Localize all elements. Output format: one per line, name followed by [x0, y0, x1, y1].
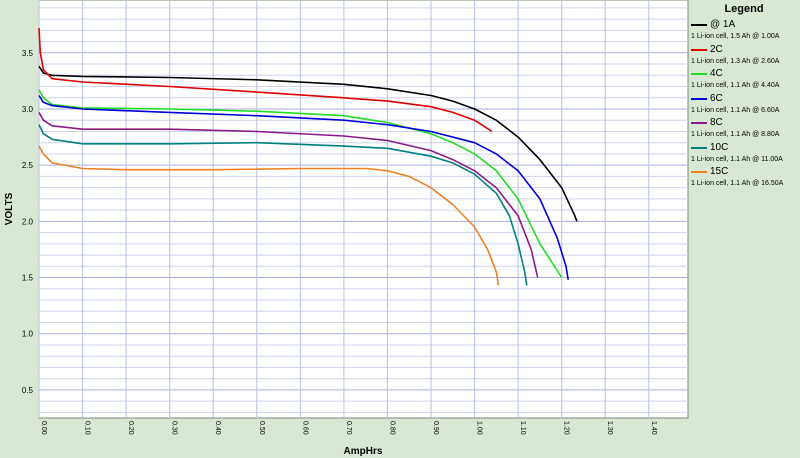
x-tick-label: 0.50: [258, 421, 265, 435]
legend-item-0: @ 1A 1 Li-ion cell, 1.5 Ah @ 1.00A: [688, 18, 800, 42]
y-tick-label: 3.0: [22, 105, 34, 114]
legend-item-2: 4C 1 Li-ion cell, 1.1 Ah @ 4.40A: [688, 67, 800, 91]
y-tick-label: 1.0: [22, 330, 34, 339]
legend-item-5: 10C 1 Li-ion cell, 1.1 Ah @ 11.00A: [688, 141, 800, 165]
legend-label: 10C: [710, 141, 729, 153]
legend-description: 1 Li-ion cell, 1.1 Ah @ 6.60A: [691, 106, 780, 114]
x-tick-label: 1.10: [519, 421, 526, 435]
legend-label: 6C: [710, 92, 723, 104]
legend-description: 1 Li-ion cell, 1.1 Ah @ 4.40A: [691, 82, 780, 89]
legend-description: 1 Li-ion cell, 1.5 Ah @ 1.00A: [691, 33, 780, 40]
x-tick-label: 0.00: [40, 421, 47, 435]
tick-labels: 0.5 1.0 1.5 2.0 2.5 3.0 3.5 0.00 0.10 0.20 0.30 0.4…: [22, 49, 657, 435]
series-lines: [38, 28, 578, 286]
x-tick-label: 1.20: [563, 421, 570, 435]
x-tick-label: 1.30: [606, 421, 613, 435]
legend-swatch: [691, 24, 707, 26]
series-line-2: [38, 89, 563, 278]
legend-description: 1 Li-ion cell, 1.1 Ah @ 8.80A: [691, 131, 780, 138]
x-tick-label: 1.40: [650, 421, 657, 435]
legend-swatch: [691, 97, 707, 100]
legend-label: 2C: [710, 43, 723, 55]
legend-label: @ 1A: [710, 19, 736, 30]
legend-item-1: 2C 1 Li-ion cell, 1.3 Ah @ 2.60A: [688, 43, 800, 67]
series-line-4: [38, 112, 539, 278]
x-tick-label: 0.90: [432, 421, 439, 435]
x-tick-label: 1.00: [476, 421, 483, 435]
y-tick-label: 2.0: [22, 217, 34, 226]
legend-label: 4C: [710, 68, 723, 79]
x-tick-label: 0.60: [301, 421, 308, 435]
plot-area: [38, 0, 689, 419]
legend-swatch: [691, 171, 707, 173]
legend-title: Legend: [724, 3, 764, 15]
legend-item-6: 15C 1 Li-ion cell, 1.1 Ah @ 16.50A: [688, 165, 800, 189]
x-tick-label: 0.30: [171, 421, 178, 435]
series-line-5: [38, 124, 528, 286]
legend-item-4: 8C 1 Li-ion cell, 1.1 Ah @ 8.80A: [688, 116, 800, 140]
legend-label: 15C: [710, 166, 729, 177]
legend-swatch: [691, 48, 707, 51]
series-line-6: [38, 145, 500, 286]
y-tick-label: 2.5: [22, 161, 34, 170]
legend-swatch: [691, 122, 707, 124]
grid: [38, 0, 688, 418]
y-tick-label: 1.5: [22, 274, 34, 283]
legend-label: 8C: [710, 117, 723, 128]
x-tick-label: 0.80: [388, 421, 395, 435]
legend-description: 1 Li-ion cell, 1.1 Ah @ 16.50A: [691, 180, 784, 187]
series-line-1: [38, 28, 493, 133]
x-tick-label: 0.10: [84, 421, 91, 435]
legend-description: 1 Li-ion cell, 1.3 Ah @ 2.60A: [691, 57, 780, 65]
legend-item-3: 6C 1 Li-ion cell, 1.1 Ah @ 6.60A: [688, 92, 800, 116]
y-axis-label: VOLTS: [4, 192, 15, 225]
x-axis-label: AmpHrs: [344, 446, 383, 457]
legend-swatch: [691, 146, 707, 149]
y-tick-label: 3.5: [22, 49, 34, 58]
y-tick-label: 0.5: [22, 386, 34, 395]
series-line-3: [38, 95, 569, 280]
x-tick-label: 0.20: [127, 421, 134, 435]
x-tick-label: 0.70: [345, 421, 352, 435]
legend-swatch: [691, 73, 707, 75]
series-line-0: [38, 65, 578, 222]
legend-description: 1 Li-ion cell, 1.1 Ah @ 11.00A: [691, 155, 783, 163]
legend: Legend @ 1A 1 Li-ion cell, 1.5 Ah @ 1.00A…: [688, 0, 800, 458]
x-tick-label: 0.40: [214, 421, 221, 435]
